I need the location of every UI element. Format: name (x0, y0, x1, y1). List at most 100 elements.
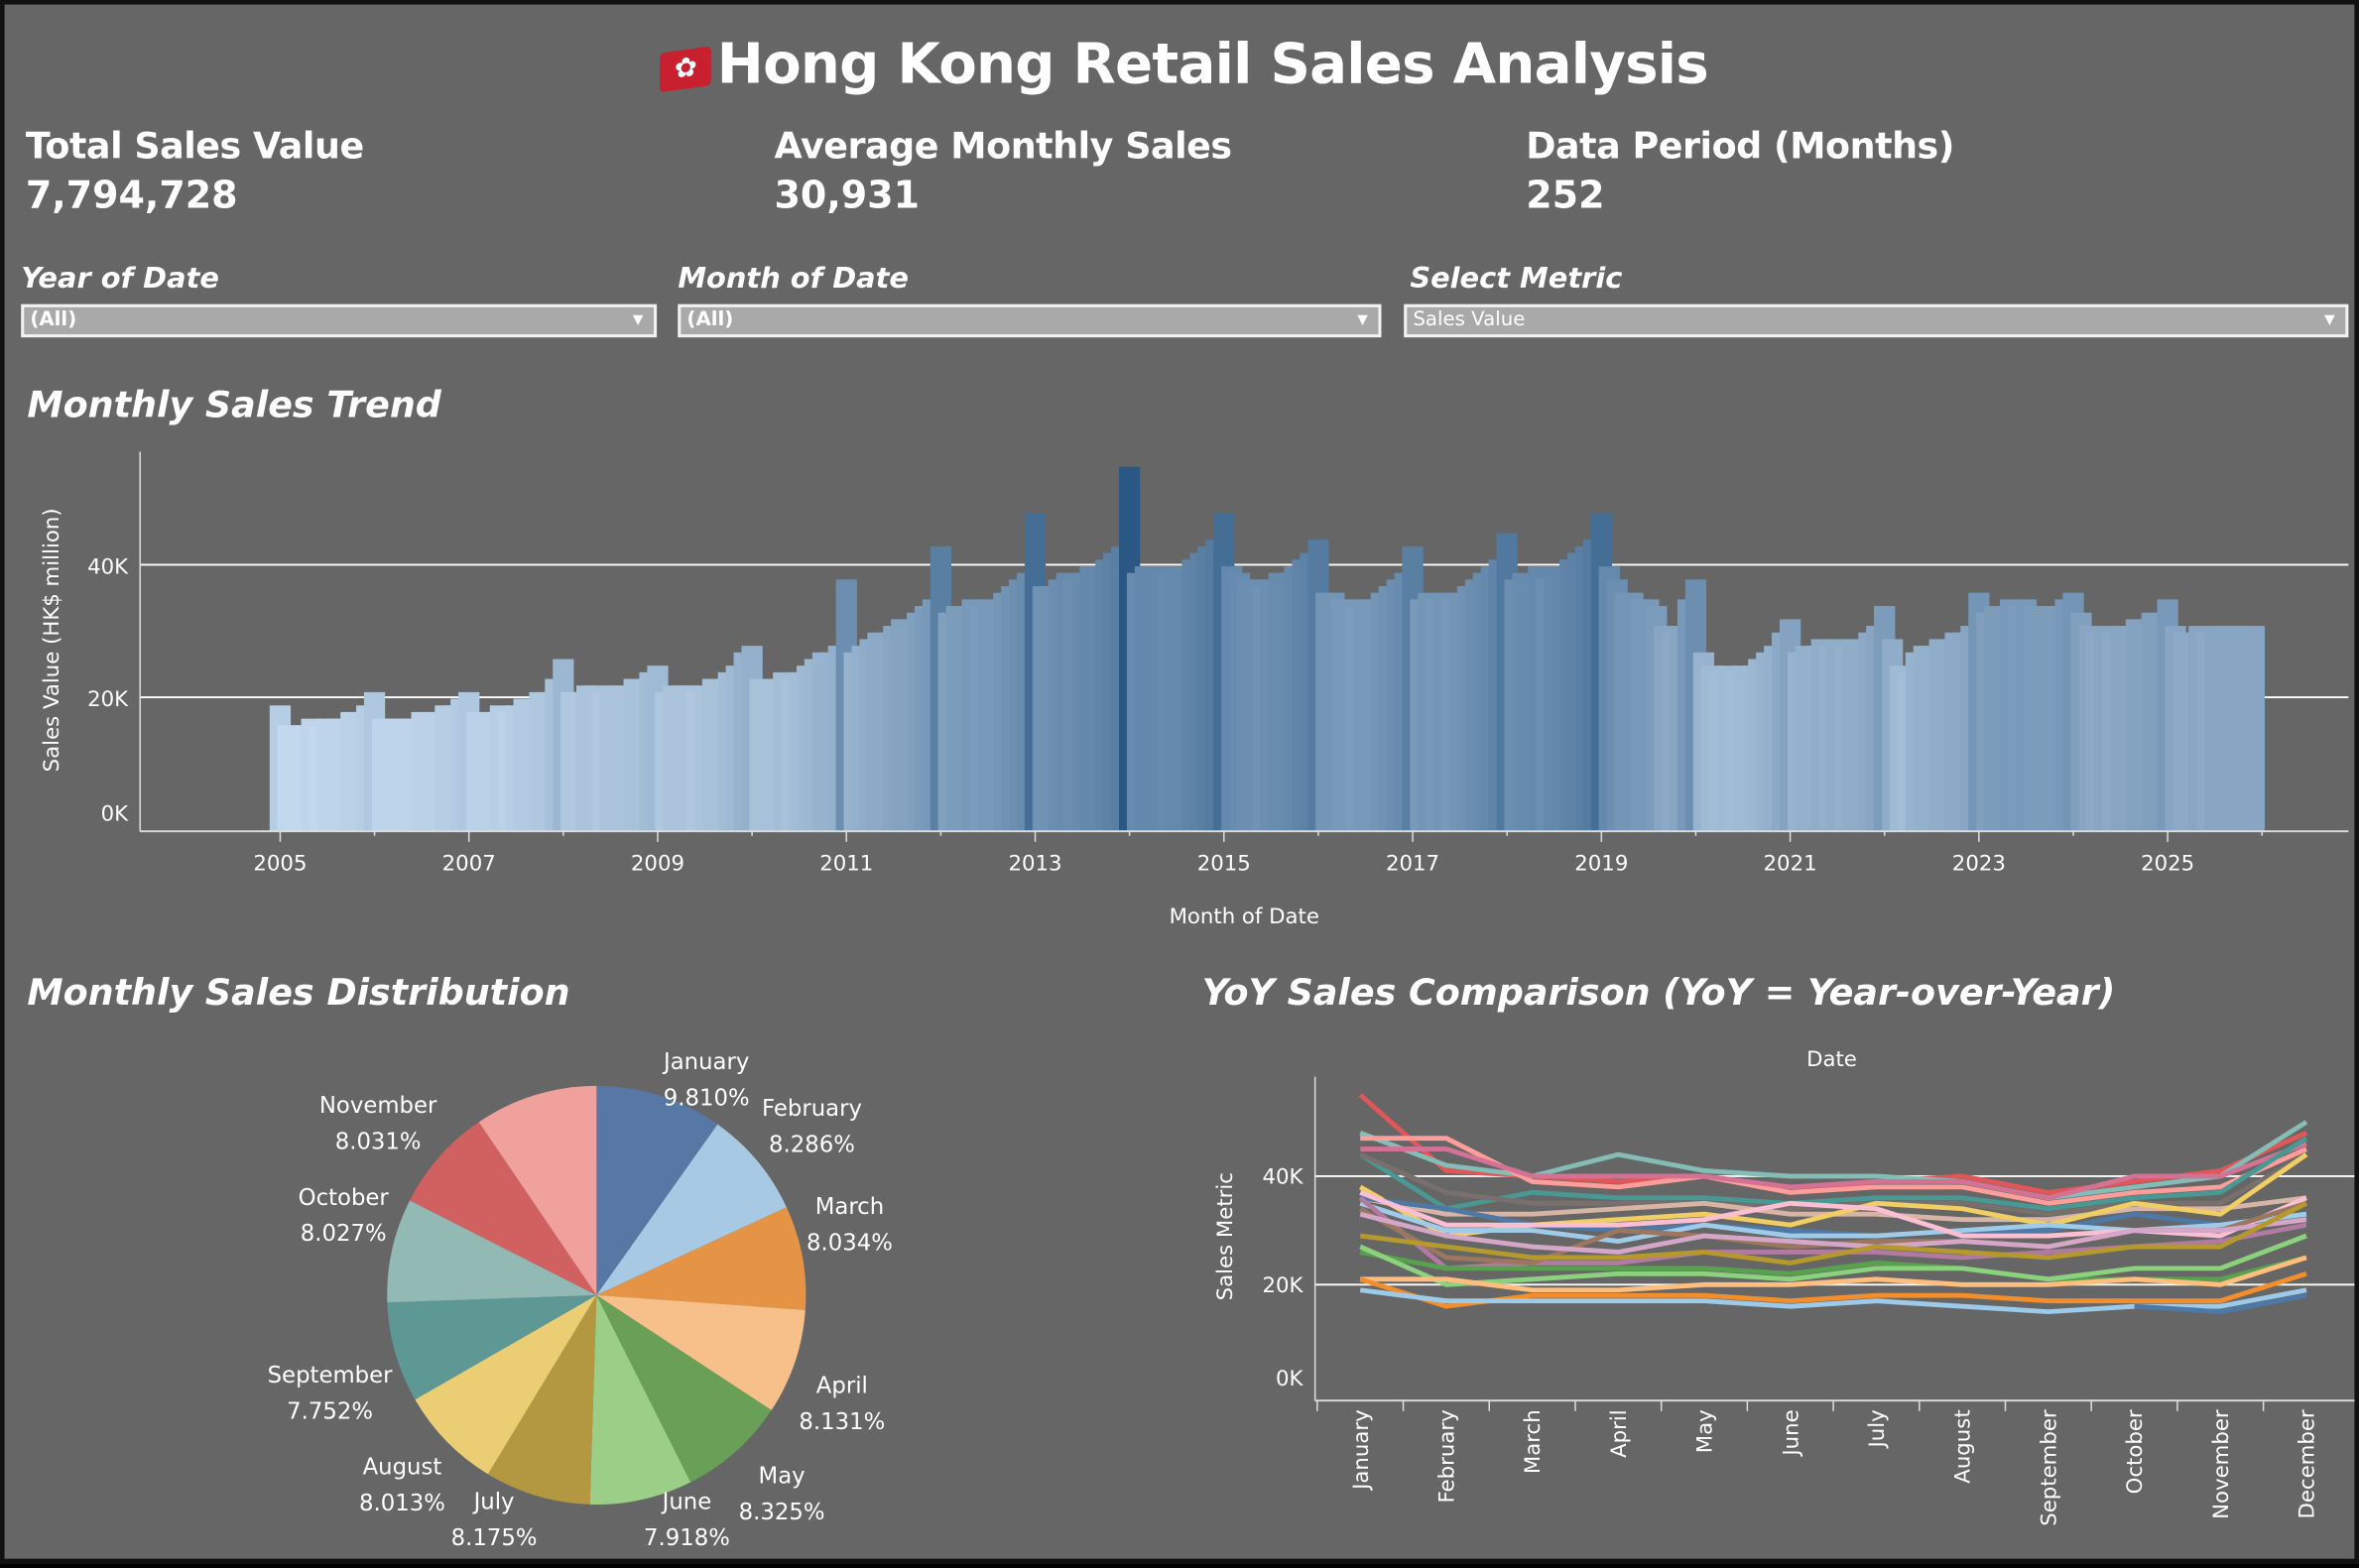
pie-label-month: November (318, 1091, 437, 1120)
pie-label-month: January (663, 1047, 750, 1076)
pie-slice[interactable] (487, 1294, 597, 1505)
pie-slice[interactable] (596, 1294, 772, 1483)
kpi-total-label: Total Sales Value (25, 125, 364, 168)
pie-label: November 8.031% (319, 1087, 437, 1159)
pie-chart (387, 1085, 807, 1505)
x-tick-label: February (1435, 1409, 1460, 1503)
pie-slice[interactable] (410, 1122, 597, 1295)
x-tick-label: August (1951, 1409, 1976, 1483)
series-line[interactable] (1358, 1136, 2308, 1212)
title-text: Hong Kong Retail Sales Analysis (716, 31, 1709, 97)
x-tick-label: 2017 (1386, 852, 1439, 877)
pie-label-percent: 8.131% (799, 1407, 886, 1436)
pie-slice[interactable] (589, 1294, 691, 1505)
series-line[interactable] (1359, 1201, 2308, 1266)
x-tick-label: 2025 (2141, 852, 2194, 877)
pie-label: April 8.131% (799, 1368, 885, 1440)
pie-label: July 8.175% (451, 1484, 538, 1556)
pie-label: August 8.013% (359, 1449, 445, 1521)
pie-label-percent: 8.031% (334, 1128, 422, 1155)
filter-metric-dropdown[interactable]: Sales Value ▼ (1404, 303, 2349, 338)
x-tick-label: September (2037, 1409, 2061, 1526)
y-tick-label: 20K (87, 687, 129, 712)
pie-slice[interactable] (415, 1294, 597, 1475)
series-line[interactable] (2134, 1292, 2307, 1315)
pie-label-month: May (758, 1462, 806, 1490)
y-tick-label: 40K (1263, 1165, 1304, 1190)
pie-label: February 8.286% (762, 1090, 862, 1162)
pie-label-month: October (298, 1183, 389, 1211)
x-tick-label: 2007 (442, 852, 496, 877)
pie-label-percent: 8.034% (807, 1229, 893, 1257)
x-tick-label: 2023 (1952, 852, 2006, 877)
x-tick-label: November (2209, 1409, 2234, 1519)
x-ticks: January February March April May June July Augu… (1316, 1400, 2320, 1526)
filter-month-dropdown[interactable]: (All) ▼ (678, 303, 1382, 338)
bar-series (269, 466, 2265, 832)
pie-label-percent: 8.175% (450, 1523, 538, 1552)
chevron-down-icon[interactable]: ▼ (632, 312, 644, 329)
charts-svg: 0K 20K 40K 2005 2007 2009 2011 2013 2015 2017 2… (40, 451, 2355, 1526)
bar[interactable] (2243, 626, 2265, 832)
y-tick-label: 0K (101, 802, 130, 827)
pie-slice[interactable] (596, 1124, 787, 1295)
filter-month-value: (All) (686, 308, 734, 332)
x-tick-label: 2019 (1574, 852, 1628, 877)
kpi-average-value: 30,931 (774, 173, 921, 217)
series-line[interactable] (1360, 1141, 2307, 1201)
x-tick-label: June (1779, 1409, 1803, 1457)
y-axis-title: Sales Metric (1213, 1172, 1238, 1300)
y-axis-title: Sales Value (HK$ million) (40, 508, 64, 772)
pie-label-month: February (762, 1094, 862, 1123)
chevron-down-icon[interactable]: ▼ (2324, 312, 2335, 329)
kpi-period-value: 252 (1526, 173, 1605, 217)
y-tick-label: 0K (1276, 1367, 1304, 1391)
pie-label-month: July (473, 1488, 515, 1515)
page-title: ✿ Hong Kong Retail Sales Analysis (5, 32, 2359, 96)
pie-label: September 7.752% (268, 1357, 393, 1429)
filter-year-dropdown[interactable]: (All) ▼ (21, 303, 658, 338)
x-tick-label: 2011 (819, 852, 873, 877)
series-line[interactable] (1359, 1195, 2307, 1239)
distribution-title: Monthly Sales Distribution (27, 971, 570, 1014)
line-series (1358, 1093, 2308, 1315)
chevron-down-icon[interactable]: ▼ (1357, 312, 1368, 329)
pie-label-percent: 7.752% (287, 1397, 373, 1425)
pie-slice[interactable] (478, 1085, 597, 1295)
pie-slice[interactable] (596, 1085, 718, 1295)
yoy-top-axis-title: Date (1806, 1047, 1857, 1072)
pie-label-percent: 8.325% (738, 1498, 825, 1526)
series-line[interactable] (1359, 1271, 2307, 1309)
yoy-chart: Date 0K 20K 40K Sales Metric January Febr… (1213, 1047, 2355, 1526)
trend-chart: 0K 20K 40K 2005 2007 2009 2011 2013 2015 2017 2… (40, 451, 2349, 929)
yoy-title: YoY Sales Comparison (YoY = Year-over-Ye… (1201, 971, 2116, 1014)
filter-month-label: Month of Date (678, 262, 909, 296)
filter-year-label: Year of Date (21, 262, 219, 296)
x-tick-label: 2005 (253, 852, 307, 877)
trend-title: Monthly Sales Trend (27, 384, 441, 426)
series-line[interactable] (1360, 1136, 2307, 1206)
kpi-period-label: Data Period (Months) (1526, 125, 1955, 168)
pie-label-percent: 8.027% (300, 1219, 387, 1248)
x-tick-label: 2013 (1008, 852, 1061, 877)
pie-slice[interactable] (596, 1294, 806, 1410)
series-line[interactable] (1359, 1233, 2307, 1287)
pie-slice[interactable] (387, 1294, 597, 1400)
x-tick-label: 2021 (1764, 852, 1817, 877)
pie-slice[interactable] (387, 1200, 597, 1303)
pie-slice[interactable] (596, 1207, 807, 1310)
x-tick-label: July (1865, 1409, 1890, 1449)
series-line[interactable] (1360, 1255, 2307, 1293)
x-ticks: 2005 2007 2009 2011 2013 2015 2017 2019 2021 2023… (253, 831, 2264, 877)
x-tick-label: April (1607, 1409, 1632, 1458)
x-tick-label: October (2123, 1409, 2148, 1494)
pie-label-month: March (814, 1192, 885, 1220)
pie-label-percent: 8.013% (359, 1489, 445, 1517)
pie-label: June 7.918% (644, 1484, 730, 1556)
series-line[interactable] (1359, 1211, 2307, 1255)
pie-label-percent: 7.918% (644, 1523, 730, 1552)
pie-label-month: April (815, 1372, 868, 1399)
y-tick-label: 40K (87, 555, 129, 580)
x-tick-label: December (2296, 1409, 2320, 1518)
